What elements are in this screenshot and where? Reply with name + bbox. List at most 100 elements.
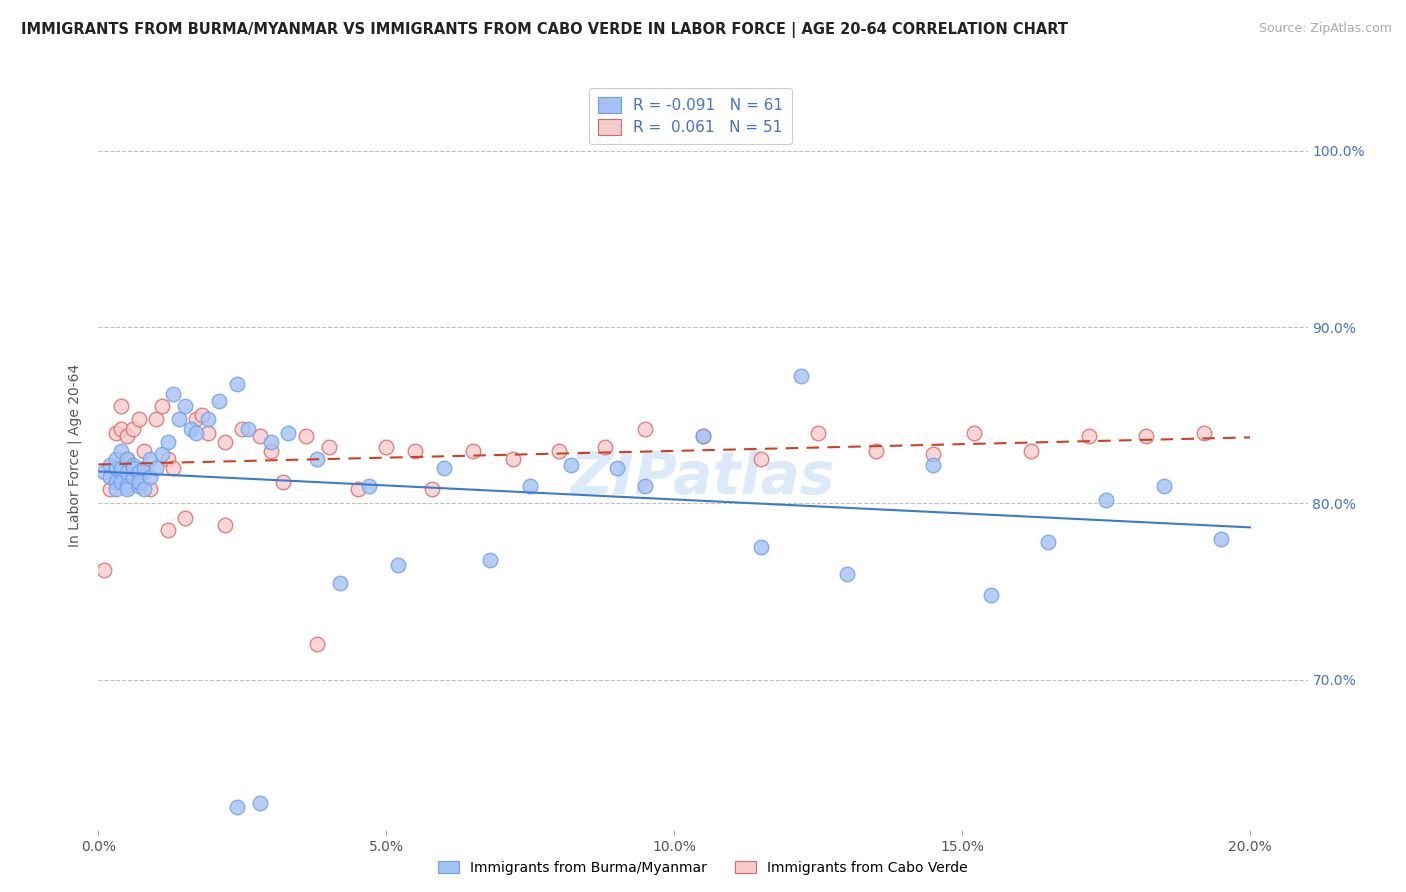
- Point: [548, 443, 571, 458]
- Point: [104, 475, 127, 490]
- Point: [790, 369, 813, 384]
- Point: [98, 483, 121, 497]
- Point: [93, 563, 115, 577]
- Point: [128, 475, 150, 490]
- Point: [110, 400, 132, 414]
- Point: [560, 458, 582, 472]
- Point: [277, 425, 299, 440]
- Point: [249, 796, 271, 810]
- Point: [260, 434, 283, 449]
- Point: [593, 440, 616, 454]
- Text: IMMIGRANTS FROM BURMA/MYANMAR VS IMMIGRANTS FROM CABO VERDE IN LABOR FORCE | AGE: IMMIGRANTS FROM BURMA/MYANMAR VS IMMIGRA…: [21, 22, 1069, 38]
- Point: [156, 452, 179, 467]
- Point: [502, 452, 524, 467]
- Point: [150, 400, 173, 414]
- Point: [307, 637, 329, 651]
- Point: [122, 470, 145, 484]
- Point: [162, 461, 184, 475]
- Point: [122, 422, 145, 436]
- Point: [115, 452, 138, 467]
- Legend: Immigrants from Burma/Myanmar, Immigrants from Cabo Verde: Immigrants from Burma/Myanmar, Immigrant…: [433, 855, 973, 880]
- Point: [461, 443, 484, 458]
- Point: [404, 443, 426, 458]
- Point: [104, 470, 127, 484]
- Point: [346, 483, 368, 497]
- Point: [1038, 535, 1060, 549]
- Point: [134, 461, 156, 475]
- Point: [139, 483, 162, 497]
- Point: [156, 523, 179, 537]
- Point: [150, 447, 173, 461]
- Point: [110, 422, 132, 436]
- Point: [225, 799, 247, 814]
- Legend: R = -0.091   N = 61, R =  0.061   N = 51: R = -0.091 N = 61, R = 0.061 N = 51: [589, 88, 792, 145]
- Point: [214, 517, 236, 532]
- Point: [98, 470, 121, 484]
- Point: [236, 422, 259, 436]
- Point: [122, 458, 145, 472]
- Point: [197, 411, 219, 425]
- Text: ZIPatlas: ZIPatlas: [571, 449, 835, 506]
- Point: [865, 443, 887, 458]
- Point: [134, 483, 156, 497]
- Point: [104, 483, 127, 497]
- Point: [134, 465, 156, 479]
- Point: [519, 479, 541, 493]
- Point: [145, 461, 167, 475]
- Point: [122, 461, 145, 475]
- Point: [249, 429, 271, 443]
- Point: [134, 443, 156, 458]
- Point: [214, 434, 236, 449]
- Point: [128, 479, 150, 493]
- Point: [271, 475, 294, 490]
- Point: [294, 429, 316, 443]
- Point: [1192, 425, 1215, 440]
- Point: [318, 440, 340, 454]
- Point: [1019, 443, 1042, 458]
- Point: [1211, 532, 1233, 546]
- Point: [128, 465, 150, 479]
- Point: [173, 510, 195, 524]
- Point: [115, 479, 138, 493]
- Point: [962, 425, 984, 440]
- Point: [139, 452, 162, 467]
- Point: [478, 553, 501, 567]
- Point: [634, 479, 657, 493]
- Point: [156, 434, 179, 449]
- Point: [115, 483, 138, 497]
- Point: [1095, 492, 1118, 507]
- Point: [186, 425, 208, 440]
- Point: [1077, 429, 1099, 443]
- Point: [208, 394, 231, 409]
- Point: [104, 425, 127, 440]
- Point: [122, 475, 145, 490]
- Point: [162, 387, 184, 401]
- Y-axis label: In Labor Force | Age 20-64: In Labor Force | Age 20-64: [67, 363, 83, 547]
- Point: [422, 483, 444, 497]
- Point: [93, 465, 115, 479]
- Point: [104, 452, 127, 467]
- Point: [922, 458, 945, 472]
- Point: [167, 411, 190, 425]
- Point: [191, 409, 214, 423]
- Point: [110, 475, 132, 490]
- Point: [606, 461, 628, 475]
- Point: [173, 400, 195, 414]
- Point: [145, 411, 167, 425]
- Point: [260, 443, 283, 458]
- Point: [749, 541, 772, 555]
- Point: [128, 411, 150, 425]
- Point: [110, 461, 132, 475]
- Point: [225, 376, 247, 391]
- Point: [139, 470, 162, 484]
- Point: [98, 458, 121, 472]
- Point: [375, 440, 398, 454]
- Point: [980, 588, 1002, 602]
- Text: Source: ZipAtlas.com: Source: ZipAtlas.com: [1258, 22, 1392, 36]
- Point: [922, 447, 945, 461]
- Point: [115, 465, 138, 479]
- Point: [104, 461, 127, 475]
- Point: [387, 558, 409, 573]
- Point: [835, 566, 858, 581]
- Point: [692, 429, 714, 443]
